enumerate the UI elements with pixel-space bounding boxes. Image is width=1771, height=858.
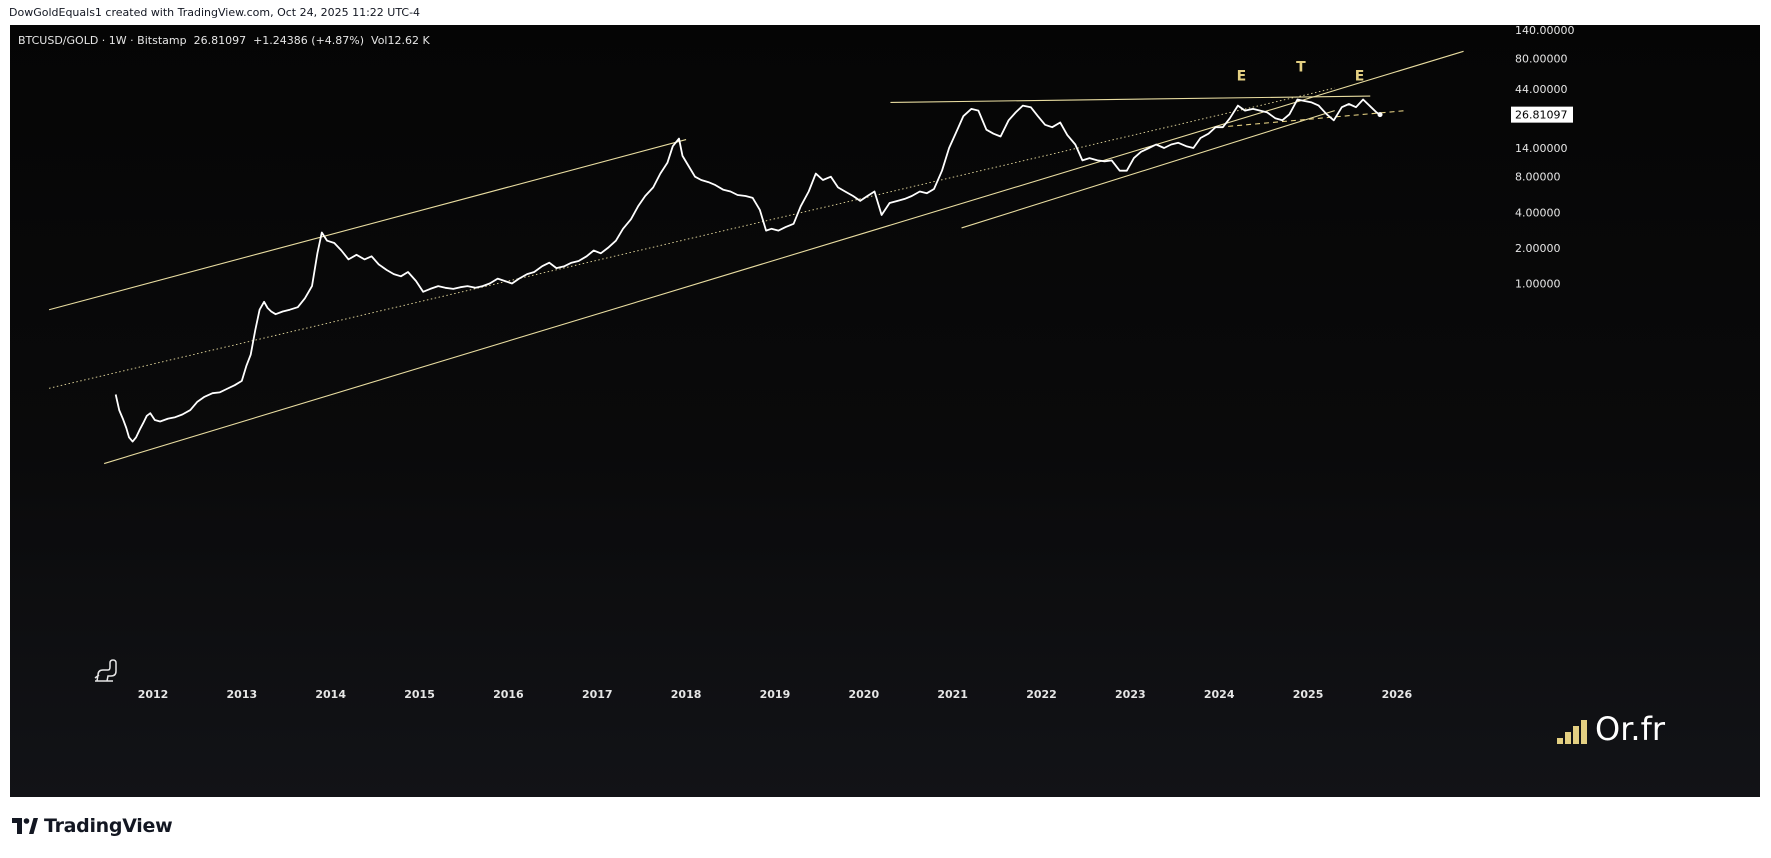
- y-tick-label: 80.00000: [1515, 53, 1568, 66]
- tradingview-brand: TradingView: [44, 815, 173, 837]
- x-tick-label: 2026: [1382, 688, 1413, 701]
- gold-bars-icon: [1557, 720, 1587, 744]
- y-tick-label: 14.00000: [1515, 142, 1568, 155]
- x-tick-label: 2019: [760, 688, 791, 701]
- trendline-dashed[interactable]: [1219, 110, 1406, 128]
- dino-logo-icon: [94, 659, 117, 682]
- y-tick-label: 1.00000: [1515, 278, 1561, 291]
- legend-interval: 1W: [108, 34, 127, 47]
- x-tick-label: 2022: [1026, 688, 1057, 701]
- y-tick-label: 8.00000: [1515, 171, 1561, 184]
- pattern-label: E: [1237, 69, 1247, 85]
- trendline-solid[interactable]: [48, 139, 687, 311]
- price-tag-box: [1511, 106, 1573, 123]
- trendline-solid[interactable]: [961, 110, 1335, 229]
- x-tick-label: 2025: [1293, 688, 1324, 701]
- price-tag-label: 26.81097: [1515, 109, 1568, 122]
- trendline-solid[interactable]: [890, 95, 1371, 103]
- x-tick-label: 2024: [1204, 688, 1235, 701]
- tradingview-footer[interactable]: TradingView: [12, 815, 173, 837]
- legend-volume: Vol12.62 K: [371, 34, 430, 47]
- pattern-label: T: [1296, 60, 1306, 76]
- x-tick-label: 2012: [138, 688, 169, 701]
- last-price-dot: [1377, 112, 1383, 118]
- tradingview-logo-icon: [12, 818, 38, 834]
- trendline-dotted[interactable]: [48, 87, 1335, 389]
- orfr-watermark: Or.fr: [1557, 713, 1665, 745]
- y-tick-label: 2.00000: [1515, 242, 1561, 255]
- legend-exchange: Bitstamp: [137, 34, 187, 47]
- x-tick-label: 2014: [315, 688, 346, 701]
- orfr-text: Or.fr: [1595, 710, 1665, 748]
- chart-area[interactable]: ETE 240.00000140.0000080.0000044.0000014…: [10, 25, 1760, 797]
- x-tick-label: 2023: [1115, 688, 1146, 701]
- x-tick-label: 2020: [848, 688, 879, 701]
- symbol-legend[interactable]: BTCUSD/GOLD · 1W · Bitstamp 26.81097 +1.…: [18, 34, 430, 47]
- x-tick-label: 2021: [937, 688, 968, 701]
- trendline-solid[interactable]: [103, 50, 1464, 465]
- price-series-line[interactable]: [114, 98, 1381, 443]
- price-chart[interactable]: ETE 240.00000140.0000080.0000044.0000014…: [10, 25, 1760, 797]
- legend-symbol: BTCUSD/GOLD: [18, 34, 99, 47]
- x-tick-label: 2017: [582, 688, 613, 701]
- pattern-label: E: [1355, 69, 1365, 85]
- legend-change: +1.24386 (+4.87%): [253, 34, 365, 47]
- x-tick-label: 2016: [493, 688, 524, 701]
- x-tick-label: 2013: [227, 688, 258, 701]
- legend-last: 26.81097: [193, 34, 247, 47]
- y-tick-label: 44.00000: [1515, 83, 1568, 96]
- chart-attribution: DowGoldEquals1 created with TradingView.…: [9, 6, 421, 19]
- x-tick-label: 2015: [404, 688, 435, 701]
- y-tick-label: 4.00000: [1515, 206, 1561, 219]
- y-tick-label: 140.00000: [1515, 25, 1575, 37]
- x-tick-label: 2018: [671, 688, 702, 701]
